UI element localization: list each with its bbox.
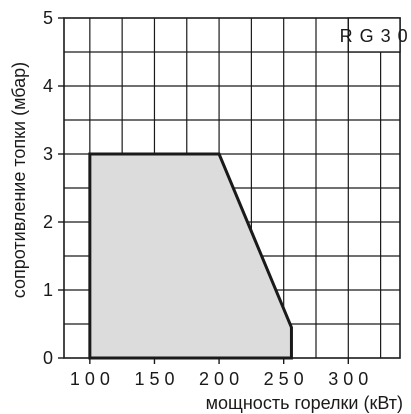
y-axis-label: сопротивление топки (мбар) <box>9 62 29 298</box>
x-tick-label: 1 5 0 <box>134 369 174 389</box>
y-axis-ticks: 0 1 2 3 4 5 <box>43 8 64 368</box>
y-tick-label: 0 <box>43 348 53 368</box>
y-tick-label: 4 <box>43 76 53 96</box>
plot-border <box>63 17 401 359</box>
y-tick-label: 3 <box>43 144 53 164</box>
x-tick-label: 2 5 0 <box>264 369 304 389</box>
working-area <box>88 152 293 360</box>
y-tick-label: 5 <box>43 8 53 28</box>
legend-box <box>347 17 401 53</box>
x-tick-label: 3 0 0 <box>328 369 368 389</box>
working-area-polygon <box>88 152 293 360</box>
x-tick-label: 1 0 0 <box>70 369 110 389</box>
plot-frame <box>63 17 401 359</box>
x-tick-label: 2 0 0 <box>199 369 239 389</box>
x-axis-ticks: 1 0 0 1 5 0 2 0 0 2 5 0 3 0 0 <box>70 358 368 389</box>
y-tick-label: 1 <box>43 280 53 300</box>
x-axis-label: мощность горелки (кВт) <box>206 393 403 413</box>
y-tick-label: 2 <box>43 212 53 232</box>
legend-label: R G 3 0 <box>340 26 409 46</box>
